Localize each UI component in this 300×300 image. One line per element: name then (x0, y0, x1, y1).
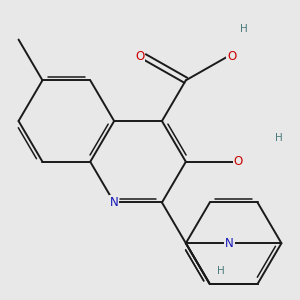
Text: O: O (135, 50, 145, 63)
Text: H: H (217, 266, 224, 276)
Text: O: O (227, 50, 236, 63)
Text: H: H (240, 24, 248, 34)
Text: N: N (110, 196, 118, 209)
Text: H: H (275, 133, 283, 143)
Text: N: N (225, 237, 234, 250)
Text: O: O (234, 155, 243, 168)
